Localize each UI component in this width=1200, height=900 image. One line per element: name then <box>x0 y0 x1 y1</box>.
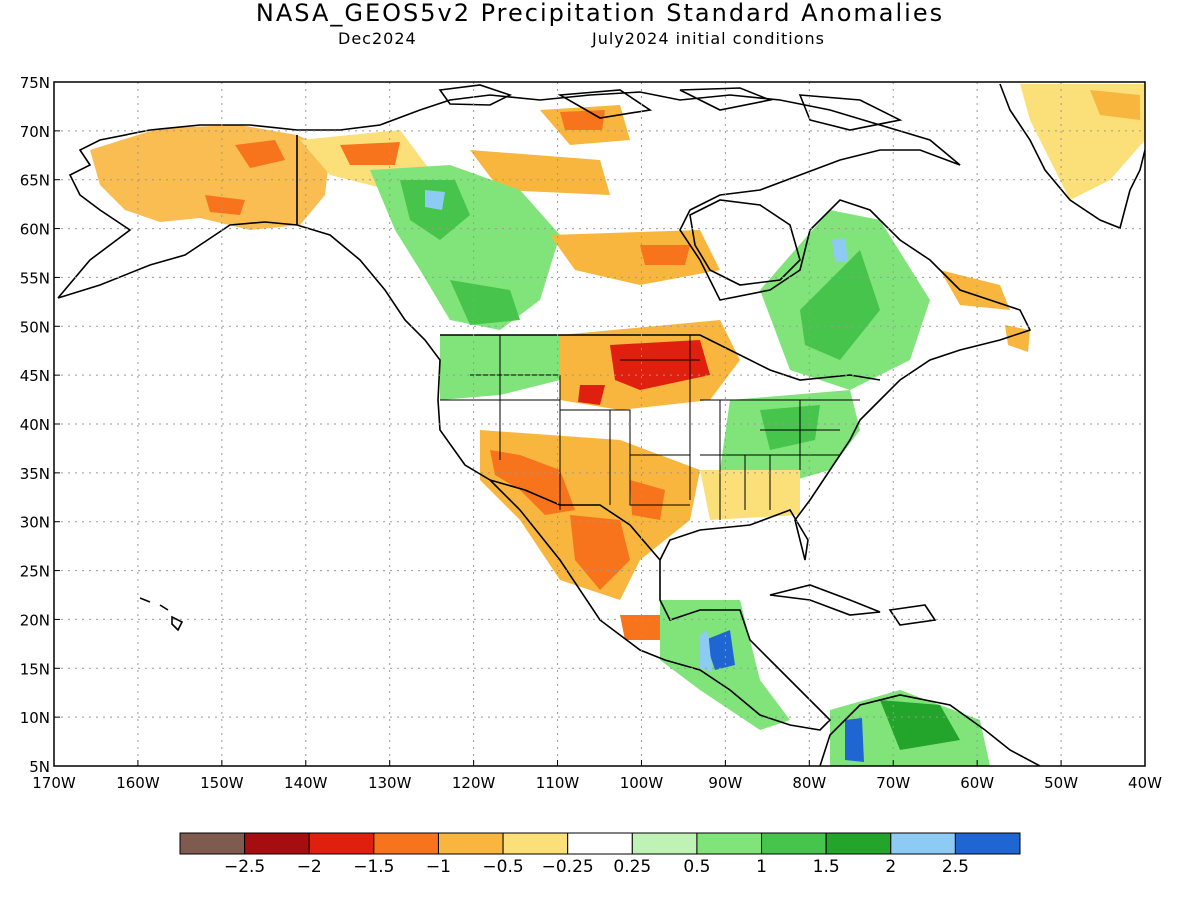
colorbar-swatch <box>179 832 246 855</box>
northern-plains-very-dry-area <box>578 340 710 405</box>
colorbar-swatch <box>761 832 827 855</box>
lon-label: 170W <box>32 774 76 792</box>
graticule <box>54 82 1145 766</box>
colorbar-label: 1 <box>756 857 767 877</box>
ohio-valley-wet-core <box>760 405 820 450</box>
lat-label: 50N <box>20 318 50 336</box>
greenland-dry-core <box>1090 90 1140 120</box>
lat-label: 70N <box>20 123 50 141</box>
colorbar-label: 2 <box>885 857 896 877</box>
initial-conditions-label: July2024 initial conditions <box>592 29 825 48</box>
coastline-layer <box>57 83 1145 766</box>
north-america-coastline <box>57 91 1032 731</box>
lon-label: 50W <box>1044 774 1078 792</box>
colorbar-label: 0.5 <box>683 857 710 877</box>
lat-label: 25N <box>20 563 50 581</box>
us-state-lines <box>440 335 860 520</box>
cuba-island <box>769 584 881 616</box>
hudson-bay-coast <box>689 199 801 286</box>
lon-label: 150W <box>200 774 244 792</box>
south-america-coastline <box>819 694 1041 766</box>
lon-label: 40W <box>1128 774 1162 792</box>
colorbar-swatch <box>502 832 569 855</box>
colorbar-swatch <box>308 832 375 855</box>
latitude-labels: 75N 70N 65N 60N 55N 50N 45N 40N 35N 30N 25N 20N 15N 1… <box>20 74 60 776</box>
central-america-very-wet-area <box>705 630 735 670</box>
colorbar-label: −2.5 <box>224 857 265 877</box>
southwest-very-dry-area <box>490 450 665 590</box>
lon-label: 60W <box>960 774 994 792</box>
hawaii-islands <box>139 597 184 632</box>
chart-title: NASA_GEOS5v2 Precipitation Standard Anom… <box>255 0 945 27</box>
colorbar-label: −0.5 <box>482 857 523 877</box>
lon-label: 130W <box>368 774 412 792</box>
western-canada-very-wet-spot <box>425 190 445 210</box>
colorbar-label: 2.5 <box>942 857 969 877</box>
lat-label: 10N <box>20 709 50 727</box>
south-america-very-wet-spot <box>845 718 864 762</box>
us-mexico-border <box>489 479 661 561</box>
lon-label: 80W <box>792 774 826 792</box>
lon-label: 70W <box>876 774 910 792</box>
colorbar-label: −1.5 <box>353 857 394 877</box>
lat-label: 20N <box>20 611 50 629</box>
east-canada-dry-area <box>940 270 1030 352</box>
hudson-dry-area <box>550 230 720 285</box>
colorbar-swatch <box>825 832 892 855</box>
north-canada-dry-core <box>340 142 400 165</box>
colorbar-label: −1 <box>426 857 451 877</box>
colorbar-swatch <box>954 832 1021 855</box>
lat-label: 15N <box>20 660 50 678</box>
colorbar-swatch <box>631 832 698 855</box>
hudson-dry-core <box>640 245 690 265</box>
colorbar: −2.5 −2 −1.5 −1 −0.5 −0.25 0.25 0.5 1 1.5 2 2.5 <box>179 832 1021 877</box>
lon-label: 100W <box>620 774 664 792</box>
colorbar-swatch <box>890 832 956 855</box>
central-america-blue-edge <box>700 630 712 672</box>
lat-label: 30N <box>20 514 50 532</box>
arctic-dry-core <box>560 110 605 130</box>
colorbar-label: 1.5 <box>813 857 840 877</box>
longitude-labels: 170W 160W 150W 140W 130W 120W 110W 100W 90W 80W 70… <box>32 760 1162 792</box>
labrador-very-wet-spot <box>832 238 848 262</box>
lon-label: 110W <box>536 774 580 792</box>
arctic-islands <box>438 84 903 131</box>
lat-label: 55N <box>20 269 50 287</box>
colorbar-label: −0.25 <box>542 857 594 877</box>
lat-label: 65N <box>20 172 50 190</box>
lat-label: 45N <box>20 367 50 385</box>
western-canada-wet-core <box>400 180 520 325</box>
us-canada-border <box>440 334 881 381</box>
anomaly-field-layer <box>90 84 1145 766</box>
hispaniola-island <box>888 604 937 626</box>
lon-label: 160W <box>116 774 160 792</box>
colorbar-label: 0.25 <box>613 857 651 877</box>
colorbar-swatch <box>437 832 504 855</box>
lat-label: 60N <box>20 221 50 239</box>
forecast-month: Dec2024 <box>338 29 417 48</box>
alaska-very-dry-area <box>205 140 285 215</box>
colorbar-swatch <box>244 832 310 855</box>
lat-label: 75N <box>20 74 50 92</box>
colorbar-swatch <box>373 832 439 855</box>
south-america-wet-core <box>880 700 960 750</box>
greenland-coastline <box>999 83 1145 230</box>
lon-label: 90W <box>708 774 742 792</box>
lon-label: 120W <box>452 774 496 792</box>
lon-label: 140W <box>284 774 328 792</box>
lat-label: 5N <box>29 758 50 776</box>
colorbar-swatch <box>696 832 763 855</box>
lat-label: 35N <box>20 465 50 483</box>
colorbar-label: −2 <box>297 857 322 877</box>
lat-label: 40N <box>20 416 50 434</box>
southern-mexico-dry-area <box>620 615 665 640</box>
alaska-dry-area <box>90 125 330 230</box>
colorbar-swatch <box>567 832 633 855</box>
